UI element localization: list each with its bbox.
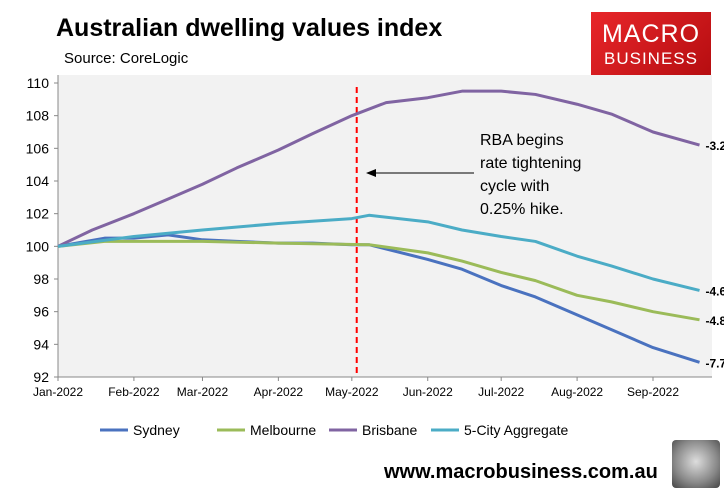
legend-label: Melbourne — [250, 422, 316, 438]
end-label: -3.2% — [706, 139, 724, 153]
series-line-brisbane — [57, 89, 700, 248]
legend-label: Sydney — [133, 422, 180, 438]
y-tick-label: 104 — [26, 173, 50, 189]
logo-line1: MACRO — [601, 20, 701, 48]
wolf-logo-icon — [672, 440, 720, 488]
logo-line2: BUSINESS — [604, 49, 698, 68]
y-tick-label: 102 — [26, 206, 50, 222]
annotation-text: rate tightening — [480, 155, 581, 172]
legend-label: Brisbane — [362, 422, 417, 438]
end-label: -7.7% — [706, 356, 724, 370]
y-tick-label: 96 — [33, 304, 49, 320]
series-line-melbourne — [57, 239, 700, 322]
x-tick-label: Aug-2022 — [551, 385, 603, 399]
y-tick-label: 110 — [27, 75, 50, 91]
y-tick-label: 108 — [26, 108, 50, 124]
series-line-5-city-aggregate — [57, 213, 700, 292]
legend-label: 5-City Aggregate — [464, 422, 568, 438]
x-tick-label: Jul-2022 — [478, 385, 524, 399]
annotation-arrowhead — [366, 169, 376, 177]
x-tick-label: Mar-2022 — [177, 385, 229, 399]
y-tick-label: 98 — [33, 271, 49, 287]
chart-source: Source: CoreLogic — [64, 50, 189, 67]
x-tick-label: Jan-2022 — [33, 385, 83, 399]
y-tick-label: 100 — [26, 238, 50, 254]
macrobusiness-logo: MACRO BUSINESS — [591, 12, 711, 78]
website-url: www.macrobusiness.com.au — [384, 461, 658, 483]
annotation-text: 0.25% hike. — [480, 201, 564, 218]
end-label: -4.6% — [706, 284, 724, 298]
chart-title: Australian dwelling values index — [56, 14, 443, 42]
x-tick-label: May-2022 — [325, 385, 379, 399]
x-tick-label: Jun-2022 — [403, 385, 453, 399]
x-tick-label: Sep-2022 — [627, 385, 679, 399]
annotation-text: RBA begins — [480, 132, 564, 149]
y-tick-label: 94 — [33, 336, 49, 352]
x-tick-label: Apr-2022 — [254, 385, 304, 399]
end-label: -4.8% — [706, 314, 724, 328]
x-tick-label: Feb-2022 — [108, 385, 160, 399]
y-tick-label: 106 — [26, 140, 50, 156]
y-tick-label: 92 — [33, 369, 49, 385]
annotation-text: cycle with — [480, 178, 549, 195]
